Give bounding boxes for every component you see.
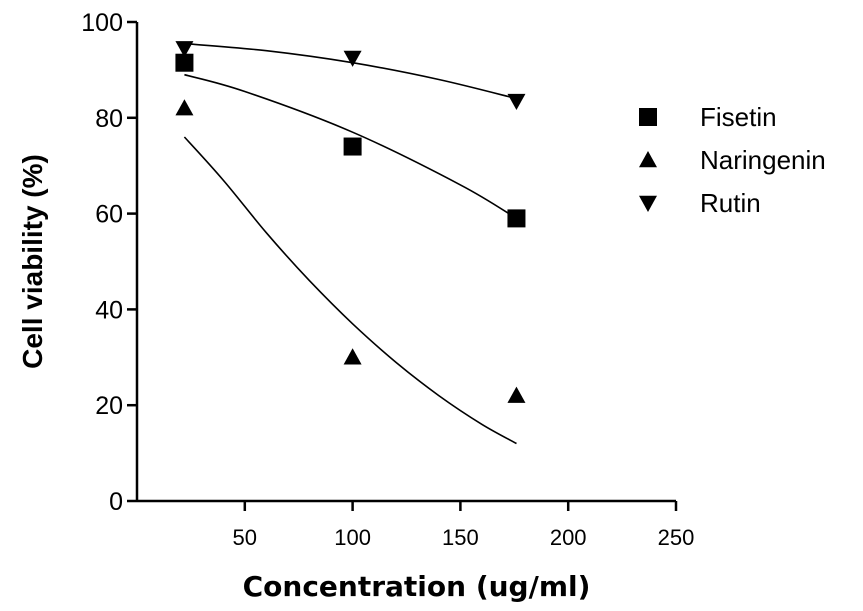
data-points	[175, 41, 526, 403]
y-ticks: 0 20 40 60 80 100	[81, 9, 137, 516]
y-tick-label: 100	[81, 9, 123, 37]
y-tick-label: 40	[95, 296, 123, 324]
data-point-fisetin	[175, 53, 194, 72]
legend-label-rutin: Rutin	[700, 188, 761, 218]
data-point-naringenin	[507, 386, 526, 403]
data-point-fisetin	[343, 137, 362, 156]
x-tick-label: 150	[442, 525, 479, 550]
data-point-naringenin	[343, 348, 362, 365]
data-point-rutin	[507, 93, 526, 111]
y-tick-label: 0	[109, 488, 123, 516]
fit-curves	[183, 42, 517, 445]
y-tick-label: 20	[95, 392, 123, 420]
data-point-rutin	[175, 41, 194, 58]
x-tick-label: 250	[658, 525, 695, 550]
y-tick-label: 60	[95, 201, 123, 229]
data-point-rutin	[343, 50, 362, 67]
data-point-fisetin	[507, 209, 526, 228]
data-point-naringenin	[175, 99, 194, 116]
legend-marker-naringenin	[639, 151, 657, 168]
y-axis-title: Cell viability (%)	[17, 154, 48, 369]
x-tick-label: 200	[550, 525, 587, 550]
fit-curve-fisetin	[184, 73, 517, 220]
legend-label-fisetin: Fisetin	[700, 102, 777, 132]
y-tick-label: 80	[95, 105, 123, 133]
x-tick-label: 100	[334, 525, 371, 550]
legend: Fisetin Naringenin Rutin	[639, 102, 826, 218]
fit-curve-naringenin	[183, 136, 517, 445]
x-axis-title: Concentration (ug/ml)	[243, 570, 591, 603]
axes	[135, 22, 676, 503]
legend-marker-fisetin	[639, 108, 657, 126]
x-tick-label: 50	[233, 525, 257, 550]
legend-marker-rutin	[639, 195, 657, 212]
legend-label-naringenin: Naringenin	[700, 145, 826, 175]
x-ticks: 50 100 150 200 250	[233, 501, 695, 550]
